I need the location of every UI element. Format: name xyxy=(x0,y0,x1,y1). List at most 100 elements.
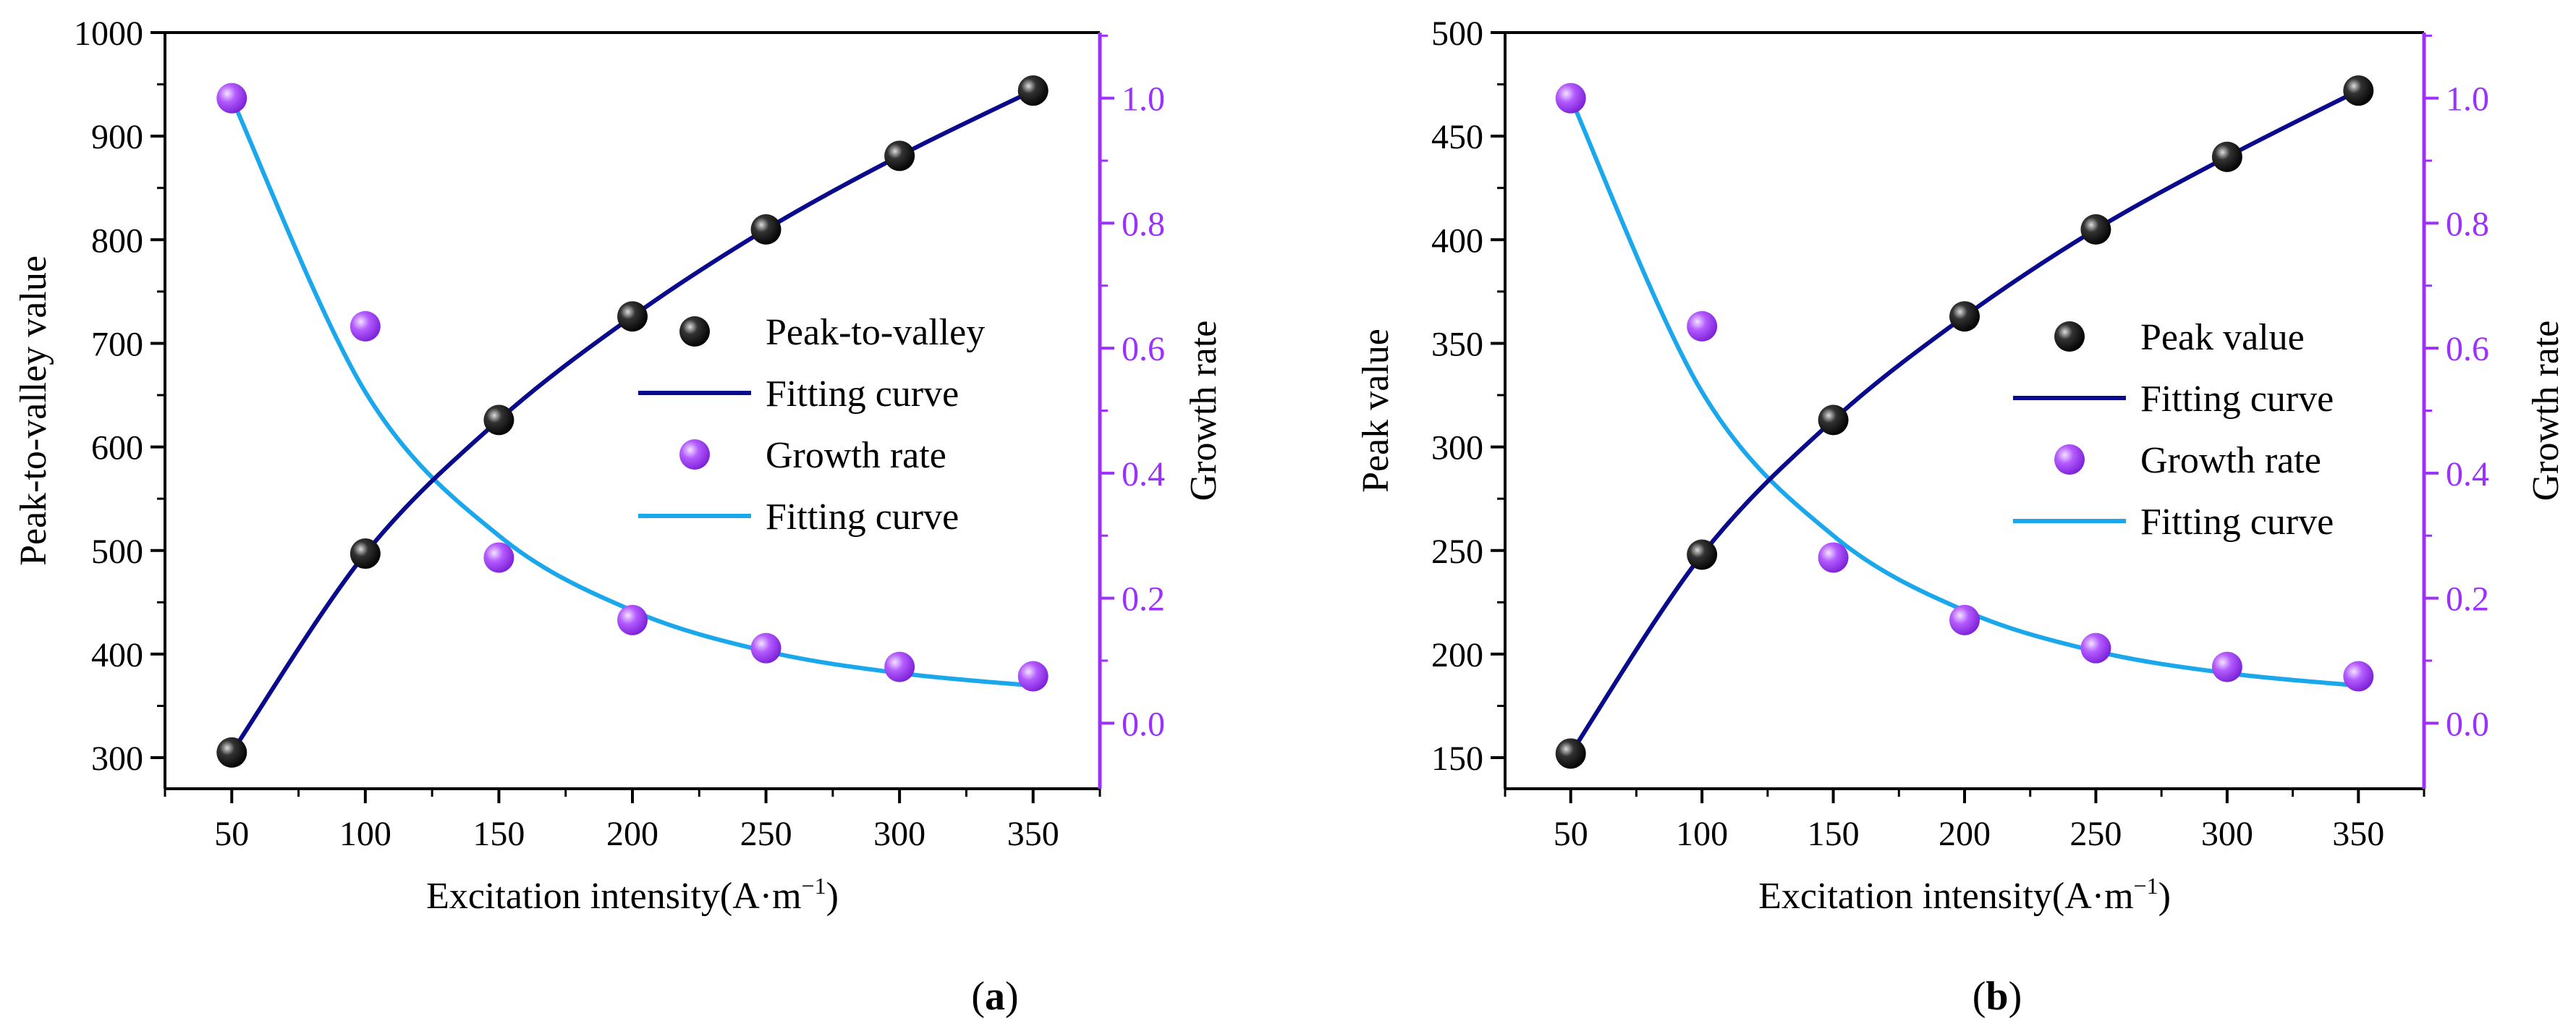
x-axis-label-end: ) xyxy=(2158,876,2171,917)
y2-tick-label: 0.4 xyxy=(2446,455,2489,494)
x-axis-label-end: ) xyxy=(826,876,839,917)
y-tick-label: 500 xyxy=(91,533,143,571)
primary-data-point xyxy=(2080,213,2111,245)
x-tick-label: 250 xyxy=(2069,815,2122,853)
growth-rate-point xyxy=(750,632,781,664)
x-tick-label: 200 xyxy=(1939,815,1991,853)
y-tick-label: 200 xyxy=(1431,636,1483,674)
caption-open-paren: ( xyxy=(1973,974,1986,1019)
legend-label: Fitting curve xyxy=(766,496,959,538)
y2-tick-label: 0.4 xyxy=(1122,455,1165,494)
y2-axis-label: Growth rate xyxy=(1183,321,1224,501)
growth-rate-point xyxy=(2343,661,2374,692)
caption-close-paren: ) xyxy=(2009,974,2022,1019)
caption-close-paren: ) xyxy=(1005,974,1019,1019)
primary-data-point xyxy=(750,213,781,245)
x-tick-label: 50 xyxy=(1554,815,1588,853)
primary-data-point xyxy=(216,737,247,768)
chart-panel-b: 50 100 150 200 250 300 350 150 200 250 300 350 400 45… xyxy=(1355,14,2567,1019)
legend-label: Peak value xyxy=(2140,317,2305,358)
growth-rate-point xyxy=(483,542,514,573)
y2-tick-label: 1.0 xyxy=(2446,80,2489,119)
primary-data-point xyxy=(884,140,915,172)
y2-axis-label: Growth rate xyxy=(2525,321,2567,501)
y-axis-label: Peak value xyxy=(1355,329,1397,493)
growth-rate-point xyxy=(884,651,915,682)
x-tick-label: 150 xyxy=(1808,815,1860,853)
x-tick-label: 50 xyxy=(214,815,249,853)
primary-data-point xyxy=(2343,75,2374,106)
growth-rate-point xyxy=(2080,632,2111,664)
y2-tick-label: 1.0 xyxy=(1122,80,1165,119)
y2-tick-label: 0.0 xyxy=(2446,705,2489,743)
primary-data-point xyxy=(1555,738,1586,769)
y-tick-label: 350 xyxy=(1431,325,1483,363)
y-tick-label: 300 xyxy=(1431,429,1483,467)
growth-rate-point xyxy=(1687,310,1718,342)
primary-data-point xyxy=(483,405,514,436)
legend-label: Peak-to-valley xyxy=(766,312,985,353)
y-tick-label: 400 xyxy=(1431,221,1483,260)
y-tick-label: 250 xyxy=(1431,533,1483,571)
growth-rate-point xyxy=(1949,604,1980,635)
legend-label: Fitting curve xyxy=(766,373,959,415)
y-tick-label: 400 xyxy=(91,636,143,674)
legend-marker xyxy=(2054,444,2085,475)
x-tick-label: 300 xyxy=(873,815,925,853)
y2-tick-label: 0.6 xyxy=(1122,330,1165,368)
growth-rate-point xyxy=(216,82,247,114)
x-axis-label: Excitation intensity(A·m−1) xyxy=(1758,873,2171,917)
legend-marker xyxy=(679,316,710,347)
legend-label: Growth rate xyxy=(766,435,946,476)
panel-caption: (a) xyxy=(971,974,1018,1019)
x-tick-label: 300 xyxy=(2201,815,2253,853)
y-axis-label: Peak-to-valley value xyxy=(13,255,54,566)
y-tick-label: 800 xyxy=(91,221,143,260)
y-tick-label: 700 xyxy=(91,325,143,363)
growth-rate-point xyxy=(1818,542,1849,573)
caption-open-paren: ( xyxy=(971,974,985,1019)
x-tick-label: 100 xyxy=(1676,815,1728,853)
y2-tick-label: 0.8 xyxy=(1122,205,1165,243)
y-tick-label: 150 xyxy=(1431,740,1483,778)
y2-tick-label: 0.6 xyxy=(2446,330,2489,368)
legend-marker xyxy=(679,439,710,470)
x-axis-label-main: Excitation intensity(A·m xyxy=(1758,876,2133,917)
legend-label: Fitting curve xyxy=(2140,501,2334,543)
growth-rate-point xyxy=(1017,661,1048,692)
legend-label: Fitting curve xyxy=(2140,378,2334,420)
x-axis-label-main: Excitation intensity(A·m xyxy=(426,876,801,917)
x-tick-label: 350 xyxy=(2332,815,2384,853)
primary-data-point xyxy=(617,301,648,332)
chart-panel-a: 50 100 150 200 250 300 350 300 400 500 600 700 800 90… xyxy=(13,14,1224,1019)
growth-rate-point xyxy=(349,310,381,342)
y2-tick-label: 0.2 xyxy=(2446,580,2489,619)
growth-rate-point xyxy=(1555,82,1586,114)
primary-data-point xyxy=(1687,539,1718,570)
legend-label: Growth rate xyxy=(2140,440,2321,481)
x-axis-label: Excitation intensity(A·m−1) xyxy=(426,873,839,917)
x-axis-label-sup: −1 xyxy=(2134,873,2158,899)
y-tick-label: 600 xyxy=(91,429,143,467)
caption-letter: b xyxy=(1986,974,2008,1019)
panel-caption: (b) xyxy=(1973,974,2022,1019)
x-axis-label-sup: −1 xyxy=(802,873,826,899)
y-tick-label: 450 xyxy=(1431,118,1483,156)
primary-data-point xyxy=(2211,141,2242,172)
series-line-primary-fit xyxy=(1569,88,2360,755)
x-tick-label: 350 xyxy=(1007,815,1059,853)
x-tick-label: 250 xyxy=(740,815,792,853)
series-line-primary-fit xyxy=(229,88,1035,754)
y2-tick-label: 0.8 xyxy=(2446,205,2489,243)
x-tick-label: 200 xyxy=(606,815,658,853)
y-tick-label: 300 xyxy=(91,740,143,778)
y-tick-label: 1000 xyxy=(74,14,143,53)
x-tick-label: 100 xyxy=(339,815,391,853)
y-tick-label: 900 xyxy=(91,118,143,156)
y2-tick-label: 0.2 xyxy=(1122,580,1165,619)
x-tick-label: 150 xyxy=(473,815,525,853)
primary-data-point xyxy=(1818,405,1849,436)
primary-data-point xyxy=(349,538,381,569)
legend-marker xyxy=(2054,321,2085,352)
